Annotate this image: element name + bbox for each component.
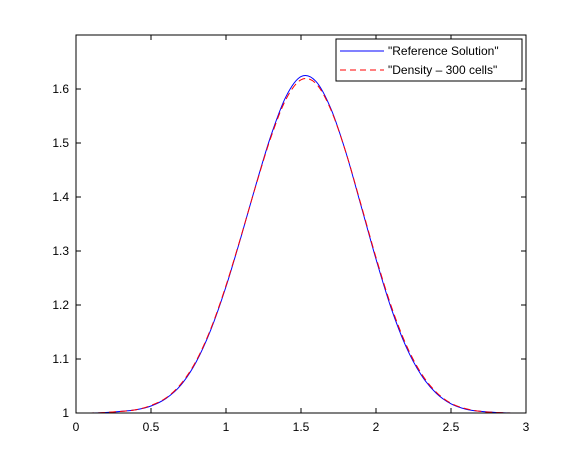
- y-tick-label: 1.1: [52, 352, 69, 366]
- y-tick-label: 1.4: [52, 190, 69, 204]
- x-tick-label: 1.5: [293, 420, 310, 434]
- y-tick-label: 1.6: [52, 82, 69, 96]
- x-tick-label: 2: [373, 420, 380, 434]
- x-tick-label: 1: [223, 420, 230, 434]
- series-line-density: [75, 78, 527, 414]
- y-tick-label: 1.3: [52, 244, 69, 258]
- plot-area: [76, 35, 526, 413]
- legend-label-reference: "Reference Solution": [388, 44, 499, 58]
- y-tick-label: 1.2: [52, 298, 69, 312]
- legend-box: [335, 38, 523, 82]
- legend: "Reference Solution" "Density – 300 cell…: [335, 38, 523, 82]
- series-line-reference: [75, 75, 527, 414]
- x-tick-labels: 0 0.5 1 1.5 2 2.5 3: [73, 420, 530, 434]
- y-tick-label: 1: [62, 406, 69, 420]
- y-tick-label: 1.5: [52, 136, 69, 150]
- x-tick-label: 0.5: [143, 420, 160, 434]
- x-tick-label: 0: [73, 420, 80, 434]
- series-layer: [75, 75, 527, 414]
- x-tick-label: 3: [523, 420, 530, 434]
- x-tick-label: 2.5: [443, 420, 460, 434]
- y-tick-labels: 1 1.1 1.2 1.3 1.4 1.5 1.6: [52, 82, 69, 420]
- legend-label-density: "Density – 300 cells": [388, 63, 497, 77]
